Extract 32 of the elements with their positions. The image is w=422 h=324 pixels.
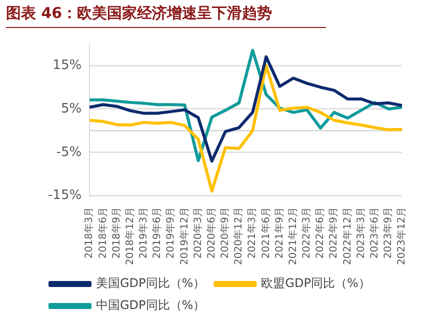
x-tick-label: 2022年3月 xyxy=(300,206,313,259)
x-tick-label: 2021年12月 xyxy=(286,206,299,266)
x-tick-label: 2023年6月 xyxy=(368,206,380,259)
y-tick-label: 15% xyxy=(52,58,82,73)
y-tick-label: -5% xyxy=(56,144,82,160)
x-tick-label: 2023年12月 xyxy=(396,206,408,266)
x-tick-label: 2023年9月 xyxy=(382,206,394,259)
x-tick-label: 2019年9月 xyxy=(164,206,177,259)
legend-label: 欧盟GDP同比（%） xyxy=(261,276,370,290)
x-tick-label: 2021年6月 xyxy=(260,206,272,259)
y-tick-label: -15% xyxy=(48,188,82,204)
legend-label: 中国GDP同比（%） xyxy=(96,298,206,312)
y-tick-label: 5% xyxy=(60,101,82,116)
chart-title: 图表 46：欧美国家经济增速呈下滑趋势 xyxy=(6,4,326,28)
x-tick-label: 2018年12月 xyxy=(124,206,136,266)
legend-label: 美国GDP同比（%） xyxy=(96,276,206,290)
x-tick-label: 2019年6月 xyxy=(151,206,164,259)
x-tick-label: 2020年3月 xyxy=(192,206,204,259)
x-tick-label: 2018年3月 xyxy=(83,206,96,259)
x-tick-label: 2019年3月 xyxy=(138,206,150,259)
x-tick-label: 2023年3月 xyxy=(354,206,367,259)
x-tick-label: 2018年6月 xyxy=(96,206,109,259)
x-tick-label: 2022年6月 xyxy=(314,206,326,259)
x-tick-label: 2019年12月 xyxy=(178,206,190,266)
x-tick-label: 2022年9月 xyxy=(328,206,340,259)
x-tick-label: 2021年3月 xyxy=(246,206,258,259)
x-tick-label: 2020年6月 xyxy=(205,206,218,259)
x-tick-label: 2018年9月 xyxy=(110,206,122,259)
x-tick-label: 2020年9月 xyxy=(219,206,232,259)
x-tick-label: 2022年12月 xyxy=(341,206,354,266)
x-tick-label: 2021年9月 xyxy=(273,206,286,259)
x-tick-label: 2020年12月 xyxy=(232,206,245,266)
